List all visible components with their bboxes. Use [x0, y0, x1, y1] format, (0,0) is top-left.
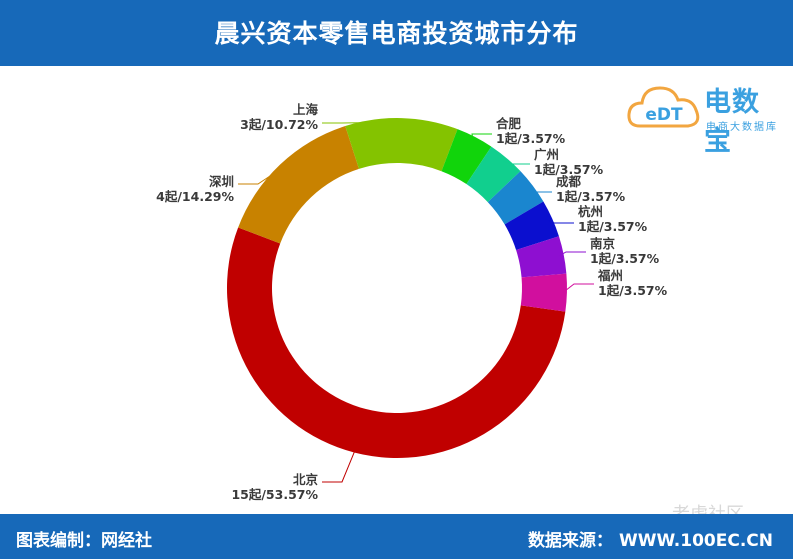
- leader-line-5: [529, 187, 552, 193]
- slice-label-value-0: 15起/53.57%: [231, 487, 318, 502]
- slice-label-value-2: 3起/10.72%: [240, 117, 318, 132]
- leader-line-4: [503, 160, 530, 165]
- slice-label-name-6: 杭州: [578, 204, 603, 219]
- donut-slice-2: [345, 118, 458, 172]
- chart-header: 晨兴资本零售电商投资城市分布: [0, 0, 793, 66]
- donut-slice-0: [226, 227, 566, 458]
- donut-slice-3: [441, 129, 492, 185]
- data-source-label: 数据来源：: [527, 531, 613, 551]
- slice-label-value-1: 4起/14.29%: [156, 189, 234, 204]
- slice-label-name-5: 成都: [556, 174, 582, 189]
- slice-label-value-4: 1起/3.57%: [534, 162, 604, 177]
- donut-slices: [226, 118, 567, 458]
- data-source-site: WWW.100EC.CN: [618, 531, 773, 551]
- slice-label-value-6: 1起/3.57%: [578, 219, 648, 234]
- leader-line-1: [238, 167, 284, 185]
- slice-label-name-0: 北京: [293, 472, 319, 487]
- slice-label-name-3: 合肥: [496, 116, 522, 131]
- slice-label-name-1: 深圳: [209, 174, 234, 189]
- slice-label-name-4: 广州: [534, 147, 559, 162]
- leader-line-7: [559, 251, 586, 256]
- chart-footer: 图表编制：网经社 数据来源： WWW.100EC.CN: [0, 514, 793, 559]
- leader-line-8: [562, 283, 594, 293]
- donut-slice-1: [238, 126, 359, 244]
- donut-slice-5: [487, 171, 544, 225]
- leader-line-2: [322, 121, 402, 124]
- chart-title: 晨兴资本零售电商投资城市分布: [214, 19, 579, 48]
- donut-slice-6: [504, 201, 559, 250]
- logo-subtitle: 电商大数据库: [706, 122, 778, 133]
- slice-label-name-2: 上海: [293, 102, 319, 117]
- compiled-by: 图表编制：网经社: [16, 531, 152, 551]
- leader-lines: [238, 121, 594, 483]
- slice-label-name-8: 福州: [597, 268, 623, 283]
- leader-line-3: [471, 133, 492, 141]
- donut-slice-4: [466, 146, 521, 203]
- leader-line-6: [548, 219, 574, 224]
- slice-label-value-3: 1起/3.57%: [496, 131, 566, 146]
- logo-brand: 电数宝: [704, 87, 760, 157]
- edt-logo: eDT 电数宝 电商大数据库: [626, 76, 786, 157]
- slice-label-value-7: 1起/3.57%: [590, 251, 660, 266]
- logo-icon-text: eDT: [645, 105, 683, 125]
- slice-label-value-5: 1起/3.57%: [556, 189, 626, 204]
- leader-line-0: [322, 448, 357, 483]
- slice-label-value-8: 1起/3.57%: [598, 283, 668, 298]
- slice-label-name-7: 南京: [590, 236, 616, 251]
- data-source: 数据来源： WWW.100EC.CN: [528, 526, 773, 551]
- cloud-logo-icon: eDT: [627, 86, 700, 128]
- donut-slice-7: [516, 236, 567, 278]
- donut-slice-8: [520, 273, 567, 312]
